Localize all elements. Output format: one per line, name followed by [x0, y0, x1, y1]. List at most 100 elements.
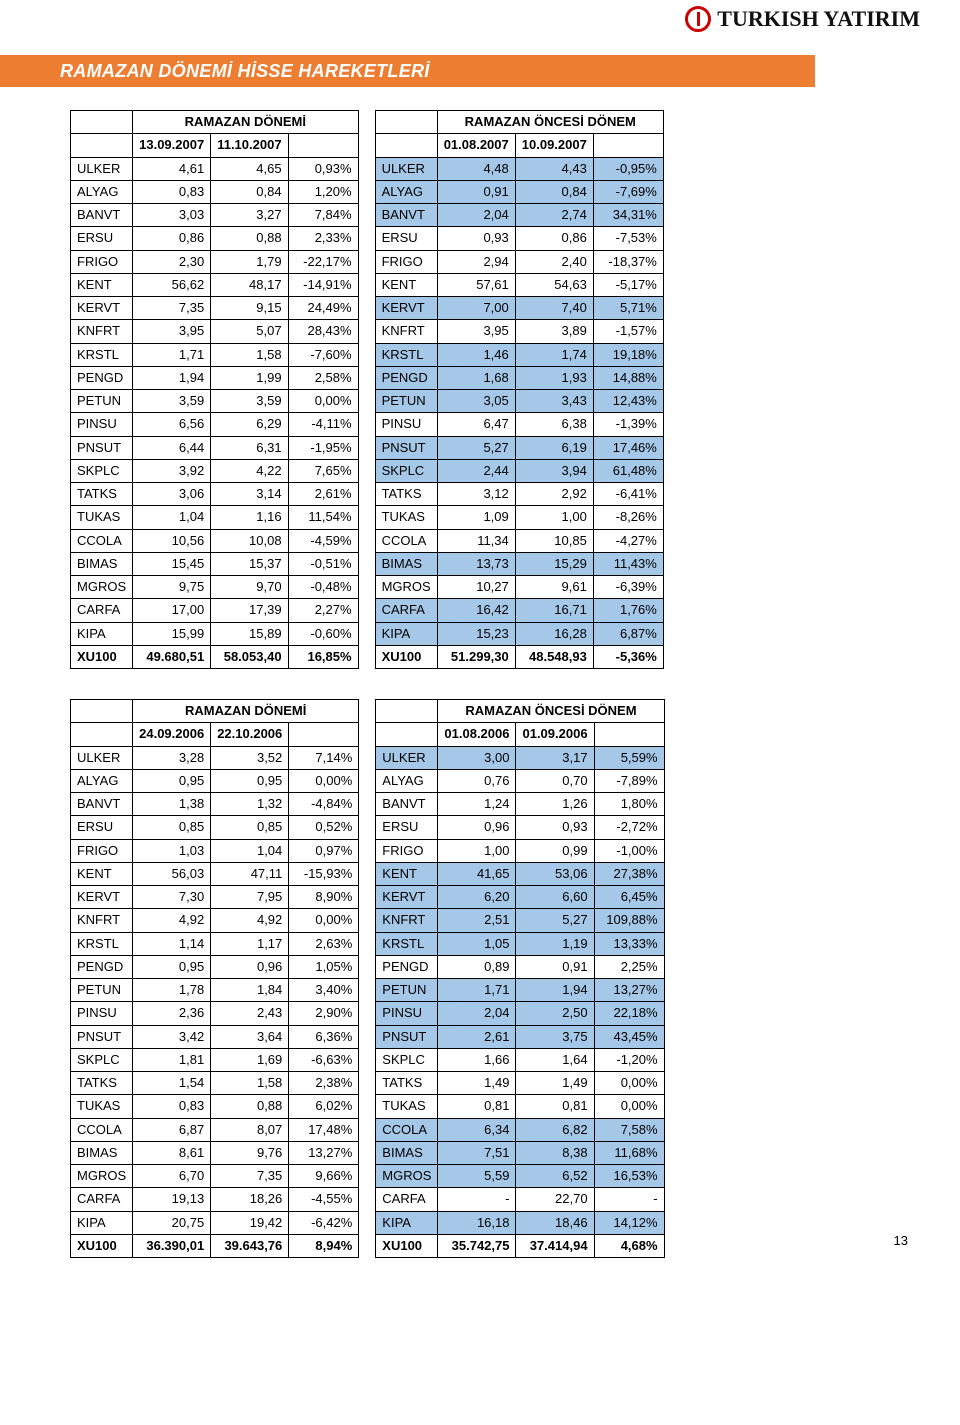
value-cell: 2,50: [516, 1002, 594, 1025]
value-cell: 18,46: [516, 1211, 594, 1234]
value-cell: 9,70: [211, 576, 288, 599]
value-cell: 1,99: [211, 366, 288, 389]
ticker-cell: TUKAS: [71, 1095, 133, 1118]
value-cell: -: [594, 1188, 664, 1211]
value-cell: -6,41%: [593, 483, 663, 506]
value-cell: 0,93%: [288, 157, 358, 180]
page-header: TURKISH YATIRIM RAMAZAN DÖNEMİ HİSSE HAR…: [0, 0, 960, 80]
value-cell: 57,61: [437, 273, 515, 296]
value-cell: 0,81: [438, 1095, 516, 1118]
value-cell: 17,39: [211, 599, 288, 622]
value-cell: 0,99: [516, 839, 594, 862]
table-row: ERSU0,860,882,33%: [71, 227, 359, 250]
table-row: CARFA16,4216,711,76%: [375, 599, 663, 622]
table-row: KIPA16,1818,4614,12%: [376, 1211, 664, 1234]
value-cell: 4,61: [133, 157, 211, 180]
value-cell: -0,95%: [593, 157, 663, 180]
value-cell: 0,00%: [594, 1072, 664, 1095]
value-cell: 1,58: [211, 1072, 289, 1095]
ticker-cell: TUKAS: [71, 506, 133, 529]
value-cell: 1,03: [133, 839, 211, 862]
ticker-cell: CCOLA: [71, 529, 133, 552]
value-cell: 1,00: [438, 839, 516, 862]
value-cell: 0,96: [211, 955, 289, 978]
value-cell: 34,31%: [593, 204, 663, 227]
value-cell: 9,15: [211, 297, 288, 320]
ticker-cell: ULKER: [71, 157, 133, 180]
value-cell: 6,29: [211, 413, 288, 436]
ticker-cell: PNSUT: [71, 1025, 133, 1048]
ticker-cell: MGROS: [71, 1165, 133, 1188]
ticker-cell: KRSTL: [71, 932, 133, 955]
value-cell: 6,36%: [289, 1025, 359, 1048]
value-cell: 0,84: [211, 180, 288, 203]
table-row: SKPLC1,811,69-6,63%: [71, 1048, 359, 1071]
table-row: PINSU6,476,38-1,39%: [375, 413, 663, 436]
ticker-cell: PENGD: [376, 955, 438, 978]
table-row: PETUN1,781,843,40%: [71, 979, 359, 1002]
value-cell: 1,32: [211, 793, 289, 816]
value-cell: 17,00: [133, 599, 211, 622]
stock-table: RAMAZAN ÖNCESİ DÖNEM 01.08.200601.09.200…: [375, 699, 664, 1258]
value-cell: 16,28: [515, 622, 593, 645]
ticker-cell: FRIGO: [71, 250, 133, 273]
table-row: CCOLA6,878,0717,48%: [71, 1118, 359, 1141]
value-cell: 6,87%: [593, 622, 663, 645]
value-cell: 1,94: [133, 366, 211, 389]
brand-name: TURKISH YATIRIM: [717, 6, 920, 32]
value-cell: 3,75: [516, 1025, 594, 1048]
value-cell: 6,87: [133, 1118, 211, 1141]
value-cell: 4,92: [133, 909, 211, 932]
value-cell: 6,02%: [289, 1095, 359, 1118]
ticker-cell: PINSU: [376, 1002, 438, 1025]
value-cell: 7,40: [515, 297, 593, 320]
value-cell: 6,47: [437, 413, 515, 436]
value-cell: 11,54%: [288, 506, 358, 529]
value-cell: 22,70: [516, 1188, 594, 1211]
table-row: PETUN3,593,590,00%: [71, 390, 359, 413]
value-cell: -8,26%: [593, 506, 663, 529]
value-cell: 2,40: [515, 250, 593, 273]
ticker-cell: BIMAS: [376, 1141, 438, 1164]
value-cell: 3,59: [133, 390, 211, 413]
table-row: KENT41,6553,0627,38%: [376, 862, 664, 885]
value-cell: 7,65%: [288, 459, 358, 482]
ticker-cell: PENGD: [375, 366, 437, 389]
table-row: KENT56,0347,11-15,93%: [71, 862, 359, 885]
value-cell: 1,05: [438, 932, 516, 955]
value-cell: 16,71: [515, 599, 593, 622]
value-cell: 11,34: [437, 529, 515, 552]
value-cell: 1,81: [133, 1048, 211, 1071]
footer-row: XU10051.299,3048.548,93-5,36%: [375, 645, 663, 668]
value-cell: 3,94: [515, 459, 593, 482]
table-row: BANVT1,381,32-4,84%: [71, 793, 359, 816]
value-cell: -5,17%: [593, 273, 663, 296]
value-cell: 15,89: [211, 622, 288, 645]
ticker-cell: SKPLC: [376, 1048, 438, 1071]
table-row: TUKAS0,810,810,00%: [376, 1095, 664, 1118]
ticker-cell: ULKER: [375, 157, 437, 180]
value-cell: -4,27%: [593, 529, 663, 552]
stock-table: RAMAZAN DÖNEMİ 13.09.200711.10.2007 ULKE…: [70, 110, 359, 669]
value-cell: 1,24: [438, 793, 516, 816]
table-row: TATKS3,122,92-6,41%: [375, 483, 663, 506]
value-cell: 15,45: [133, 552, 211, 575]
ticker-cell: SKPLC: [375, 459, 437, 482]
value-cell: 17,46%: [593, 436, 663, 459]
ticker-cell: BIMAS: [71, 1141, 133, 1164]
table-row: TATKS3,063,142,61%: [71, 483, 359, 506]
title-bar: RAMAZAN DÖNEMİ HİSSE HAREKETLERİ: [0, 55, 815, 87]
value-cell: 0,95: [133, 769, 211, 792]
ticker-cell: KRSTL: [376, 932, 438, 955]
ticker-cell: KNFRT: [71, 909, 133, 932]
value-cell: 15,23: [437, 622, 515, 645]
table-row: ALYAG0,910,84-7,69%: [375, 180, 663, 203]
value-cell: -0,51%: [288, 552, 358, 575]
table-row: PNSUT2,613,7543,45%: [376, 1025, 664, 1048]
value-cell: 1,19: [516, 932, 594, 955]
value-cell: 0,85: [211, 816, 289, 839]
value-cell: 16,53%: [594, 1165, 664, 1188]
value-cell: 1,58: [211, 343, 288, 366]
ticker-cell: BANVT: [376, 793, 438, 816]
table-row: FRIGO1,000,99-1,00%: [376, 839, 664, 862]
